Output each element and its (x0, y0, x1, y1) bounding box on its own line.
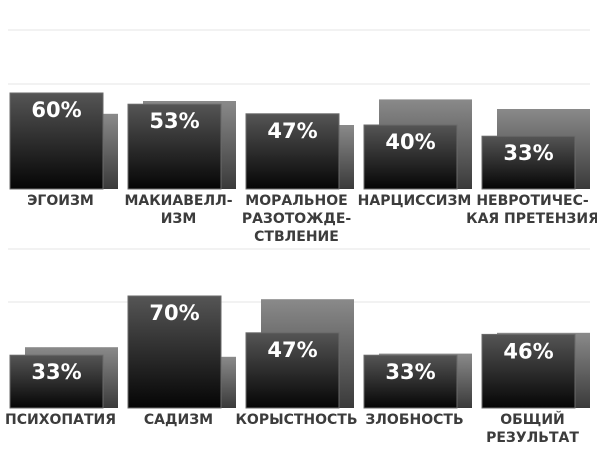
category-label-line: НАРЦИССИЗМ (358, 193, 472, 209)
value-bar (245, 113, 340, 190)
category-label: НЕВРОТИЧЕС- КАЯ ПРЕТЕНЗИЯ (466, 193, 597, 227)
value-bar (363, 124, 458, 190)
category-label: ПСИХОПАТИЯ (5, 412, 116, 428)
category-label-line: ОБЩИЙ (500, 411, 565, 428)
value-label: 60% (31, 98, 81, 122)
category-label-line: ПСИХОПАТИЯ (5, 412, 116, 428)
category-label-line: ЗЛОБНОСТЬ (365, 412, 463, 428)
category-label: ЗЛОБНОСТЬ (365, 412, 463, 428)
category-label-line: МАКИАВЕЛЛ- (124, 193, 232, 209)
value-label: 47% (267, 119, 317, 143)
category-label: КОРЫСТНОСТЬ (235, 412, 357, 428)
value-bar (9, 92, 104, 190)
value-bar (245, 332, 340, 409)
value-label: 33% (503, 141, 553, 165)
category-label-line: РАЗОТОЖДЕ- (242, 211, 352, 227)
value-bar (127, 103, 222, 190)
value-label: 53% (149, 109, 199, 133)
value-bar (481, 135, 576, 190)
value-label: 33% (385, 360, 435, 384)
category-label: ОБЩИЙ РЕЗУЛЬТАТ (486, 411, 579, 446)
value-label: 40% (385, 130, 435, 154)
value-label: 33% (31, 360, 81, 384)
value-bar (9, 354, 104, 409)
category-label-line: ИЗМ (161, 211, 197, 227)
value-label: 47% (267, 338, 317, 362)
category-label: МОРАЛЬНОЕ РАЗОТОЖДЕ- СТВЛЕНИЕ (242, 193, 352, 245)
category-label: ЭГОИЗМ (27, 193, 94, 209)
category-label-line: РЕЗУЛЬТАТ (486, 430, 579, 446)
category-label: НАРЦИССИЗМ (358, 193, 472, 209)
category-label-line: САДИЗМ (144, 412, 213, 428)
category-label-line: СТВЛЕНИЕ (254, 229, 339, 245)
category-label-line: МОРАЛЬНОЕ (245, 193, 347, 209)
category-label-line: КОРЫСТНОСТЬ (235, 412, 357, 428)
category-label-line: НЕВРОТИЧЕС- (476, 193, 589, 209)
category-label-line: ЭГОИЗМ (27, 193, 94, 209)
category-label-line: КАЯ ПРЕТЕНЗИЯ (466, 211, 597, 227)
value-bar (363, 354, 458, 409)
value-label: 70% (149, 301, 199, 325)
value-label: 46% (503, 339, 553, 363)
category-label: МАКИАВЕЛЛ- ИЗМ (124, 193, 232, 227)
value-bar (127, 295, 222, 409)
category-label: САДИЗМ (144, 412, 213, 428)
value-bar (481, 333, 576, 409)
